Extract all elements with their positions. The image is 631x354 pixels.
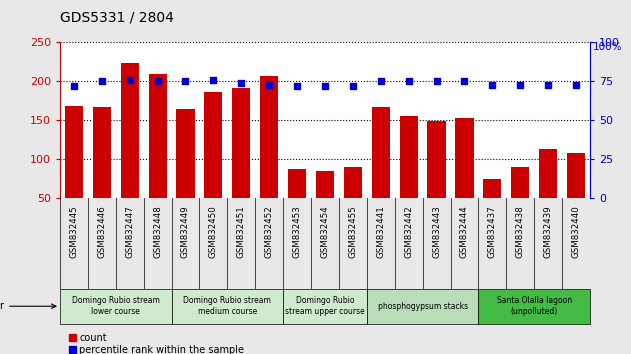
Text: GSM832438: GSM832438 [516, 205, 525, 258]
Text: GSM832453: GSM832453 [293, 205, 302, 258]
Text: GSM832443: GSM832443 [432, 205, 441, 258]
Text: GDS5331 / 2804: GDS5331 / 2804 [60, 11, 174, 25]
Text: GSM832445: GSM832445 [69, 205, 78, 258]
Point [69, 83, 79, 89]
Bar [148, 74, 167, 237]
Text: 100%: 100% [593, 42, 622, 52]
Point [264, 82, 274, 87]
Bar [288, 169, 306, 237]
Bar [316, 171, 334, 237]
Text: Domingo Rubio
stream upper course: Domingo Rubio stream upper course [285, 296, 365, 316]
Text: GSM832452: GSM832452 [264, 205, 274, 258]
Bar [65, 106, 83, 237]
Point [543, 82, 553, 87]
Point [236, 80, 246, 86]
Point [459, 79, 469, 84]
Text: Domingo Rubio stream
medium course: Domingo Rubio stream medium course [184, 296, 271, 316]
Text: GSM832451: GSM832451 [237, 205, 245, 258]
Text: GSM832447: GSM832447 [125, 205, 134, 258]
Text: GSM832446: GSM832446 [97, 205, 106, 258]
Text: other: other [0, 301, 56, 311]
Bar [399, 116, 418, 237]
Point [571, 82, 581, 87]
Point [515, 82, 525, 87]
Bar [283, 289, 367, 324]
Text: phosphogypsum stacks: phosphogypsum stacks [377, 302, 468, 311]
Text: GSM832454: GSM832454 [321, 205, 329, 258]
Bar [367, 289, 478, 324]
Text: Domingo Rubio stream
lower course: Domingo Rubio stream lower course [72, 296, 160, 316]
Bar [539, 149, 557, 237]
Point [432, 79, 442, 84]
Bar [60, 289, 172, 324]
Text: GSM832455: GSM832455 [348, 205, 357, 258]
Bar [204, 92, 223, 237]
Bar [456, 118, 473, 237]
Bar [232, 88, 251, 237]
Point [292, 83, 302, 89]
Point [487, 82, 497, 87]
Point [348, 83, 358, 89]
Legend: count, percentile rank within the sample: count, percentile rank within the sample [65, 329, 248, 354]
Bar [344, 167, 362, 237]
Text: GSM832449: GSM832449 [181, 205, 190, 258]
Bar [511, 167, 529, 237]
Point [320, 83, 330, 89]
Bar [121, 63, 139, 237]
Text: GSM832441: GSM832441 [376, 205, 386, 258]
Bar [478, 289, 590, 324]
Point [153, 79, 163, 84]
Bar [172, 289, 283, 324]
Point [97, 79, 107, 84]
Text: GSM832444: GSM832444 [460, 205, 469, 258]
Point [125, 77, 135, 83]
Text: GSM832448: GSM832448 [153, 205, 162, 258]
Text: GSM832442: GSM832442 [404, 205, 413, 258]
Text: GSM832440: GSM832440 [572, 205, 581, 258]
Point [180, 79, 191, 84]
Point [375, 79, 386, 84]
Text: GSM832450: GSM832450 [209, 205, 218, 258]
Bar [567, 153, 585, 237]
Point [404, 79, 414, 84]
Point [208, 77, 218, 83]
Bar [260, 76, 278, 237]
Text: Santa Olalla lagoon
(unpolluted): Santa Olalla lagoon (unpolluted) [497, 296, 572, 316]
Text: GSM832437: GSM832437 [488, 205, 497, 258]
Bar [427, 121, 445, 237]
Bar [372, 107, 390, 237]
Bar [93, 107, 111, 237]
Bar [483, 179, 502, 237]
Text: GSM832439: GSM832439 [544, 205, 553, 258]
Bar [177, 109, 194, 237]
